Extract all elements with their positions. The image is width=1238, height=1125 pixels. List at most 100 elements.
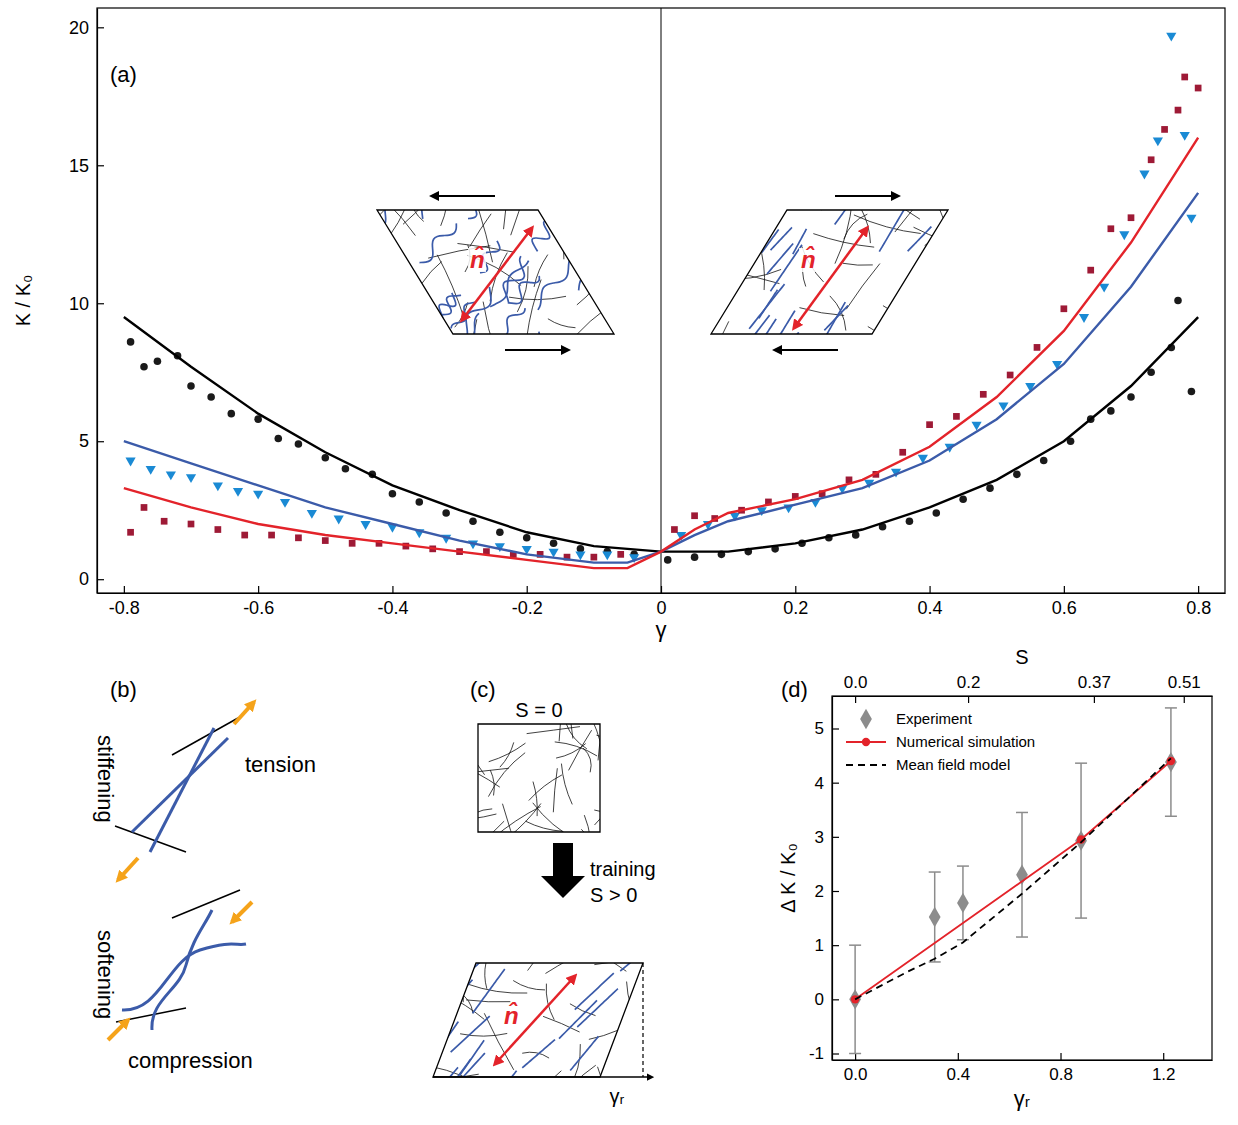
point (929, 907, 941, 927)
shear-arrow (505, 349, 568, 351)
error-cap (957, 865, 969, 867)
point (1165, 752, 1177, 772)
fiber (500, 742, 514, 767)
tick-mark (795, 586, 796, 593)
series (127, 74, 1201, 561)
director-label: n̂ (504, 1002, 519, 1029)
tick: 0.6 (1052, 586, 1077, 618)
fiber (606, 685, 611, 737)
fiber (458, 728, 471, 760)
point (1139, 171, 1149, 180)
fiber-aligned (822, 302, 845, 342)
fiber-aligned (879, 205, 907, 252)
fiber-aligned (420, 223, 457, 262)
point (140, 363, 148, 371)
fiber-aligned (928, 305, 948, 326)
fiber (441, 954, 473, 975)
fiber-aligned (400, 1056, 429, 1094)
point (617, 551, 624, 558)
fiber (512, 1071, 561, 1107)
fiber (511, 187, 526, 236)
marks (849, 708, 1177, 1054)
fiber (948, 217, 979, 233)
tick-mark (968, 696, 969, 703)
director-label: n̂ (801, 246, 816, 273)
side-label: stiffening (93, 735, 118, 823)
point (1107, 407, 1115, 415)
tick: 0.2 (783, 586, 808, 618)
fiber (448, 721, 485, 775)
fiber-aligned (451, 1016, 490, 1052)
line (855, 758, 1171, 999)
fiber (907, 305, 939, 308)
tick-mark (832, 999, 839, 1000)
crosslink (172, 718, 238, 755)
fiber-aligned (369, 299, 397, 323)
fiber (504, 177, 509, 229)
fiber (371, 327, 391, 380)
tick-mark (1060, 1053, 1061, 1060)
tick: 0.37 (1078, 673, 1111, 703)
fiber-aligned (741, 194, 778, 233)
fiber-aligned (642, 984, 675, 1032)
error-cap (1075, 917, 1087, 919)
fiber-aligned (374, 256, 396, 304)
fiber (623, 1069, 680, 1098)
x-axis-title: γ (656, 617, 667, 642)
tick: 0.8 (1049, 1053, 1073, 1084)
point (389, 490, 397, 498)
sample-border (377, 210, 614, 334)
reference-line (661, 8, 662, 593)
point (1188, 388, 1196, 396)
tick-mark (1163, 1053, 1164, 1060)
point (933, 509, 941, 517)
tick: 1 (815, 936, 839, 955)
tick-label: 0.6 (1052, 598, 1077, 618)
fiber (461, 809, 492, 825)
fiber (605, 735, 626, 779)
point (959, 495, 967, 503)
fiber-aligned (938, 209, 966, 240)
tick-label: 0 (79, 569, 89, 589)
fiber-aligned (607, 1025, 644, 1072)
tick: -0.6 (243, 586, 274, 618)
point (127, 529, 134, 536)
tick: 15 (69, 156, 104, 176)
fiber (801, 245, 823, 282)
point (146, 466, 156, 475)
tick-mark (832, 1053, 839, 1054)
fiber-aligned (425, 971, 459, 1012)
fiber (589, 1015, 644, 1039)
point (1013, 471, 1021, 479)
fiber (375, 292, 415, 297)
tick: -1 (809, 1044, 839, 1063)
director-arrow (495, 976, 575, 1064)
fiber (355, 231, 383, 294)
tick: 0 (815, 990, 839, 1009)
error-cap (1165, 707, 1177, 709)
point (188, 521, 195, 528)
point (166, 471, 176, 480)
tick-mark (1094, 696, 1095, 703)
point (1148, 156, 1155, 163)
force-arrow (234, 702, 254, 724)
point (253, 491, 263, 500)
fiber (533, 803, 578, 841)
panel-b: (b)stiffeningsofteningtensioncompression (93, 677, 316, 1073)
chart-panel: -0.8-0.6-0.4-0.200.20.40.60.805101520γK … (12, 8, 1226, 642)
force-arrow (232, 902, 252, 922)
error-cap (849, 1053, 861, 1055)
fiber (490, 253, 507, 302)
tick-mark (832, 945, 839, 946)
point (268, 532, 275, 539)
tick-mark (392, 586, 393, 593)
axis-line (833, 696, 1213, 697)
fiber (417, 954, 462, 1001)
fiber-aligned (398, 954, 443, 992)
tick-label: 0 (656, 598, 666, 618)
point (550, 540, 558, 548)
axis-line (98, 593, 1226, 594)
tick-mark (97, 27, 104, 28)
point (154, 357, 162, 365)
tick: 3 (815, 828, 839, 847)
